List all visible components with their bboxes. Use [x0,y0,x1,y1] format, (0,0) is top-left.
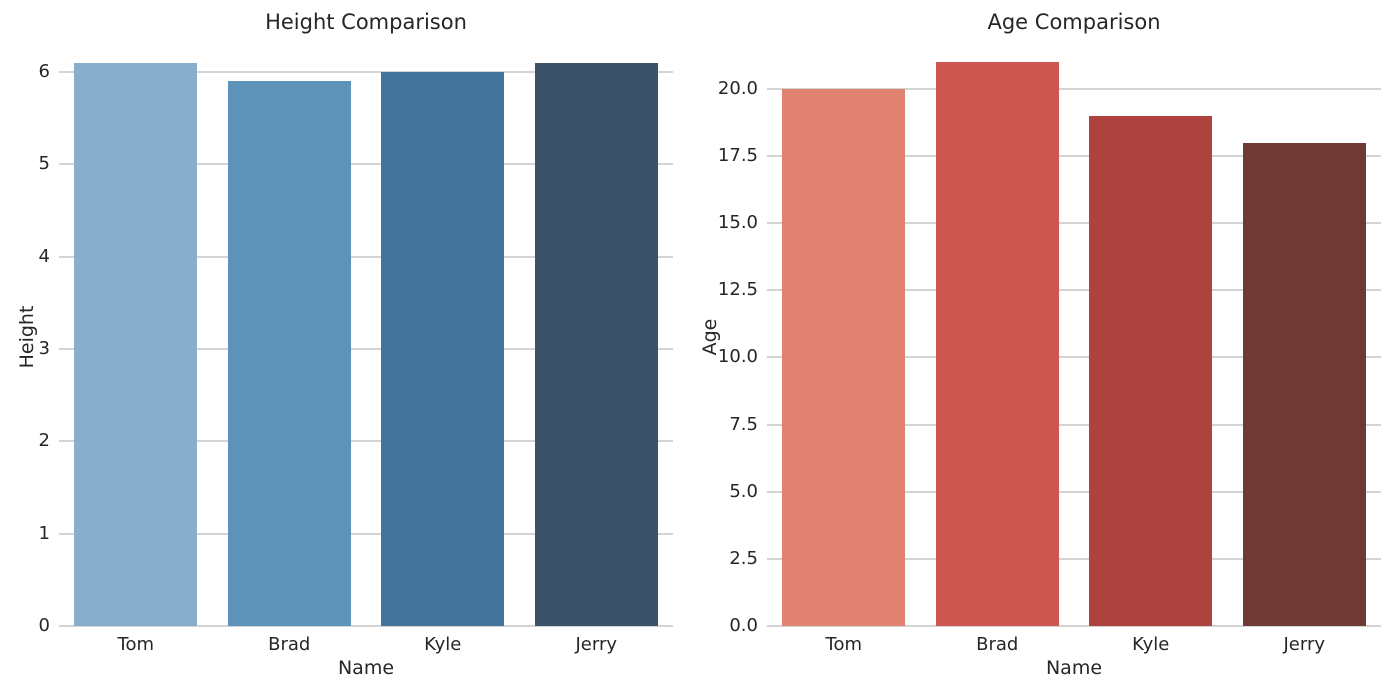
bar-kyle [381,71,505,626]
bar-brad [935,62,1059,626]
y-axis-label: Height [16,305,38,368]
gridline [767,625,1381,627]
gridline [767,423,1381,426]
chart-title: Age Comparison [987,10,1161,34]
bar-tom [782,88,906,626]
bar-tom [74,62,198,626]
gridline [59,163,673,166]
y-tick-label: 2 [38,430,50,452]
bar-jerry [1242,142,1366,626]
y-tick-label: 0.0 [729,615,758,636]
x-axis-label: Name [1045,657,1103,679]
gridline [59,625,673,627]
gridline [767,490,1381,493]
gridline [767,289,1381,292]
gridline [767,87,1381,90]
age-chart: Age Comparison Age Name 0.0 2.5 5.0 7.5 10.0… [699,10,1381,679]
y-tick-label: 7.5 [729,413,758,435]
y-tick-label: 6 [38,60,50,82]
x-tick-label: Tom [825,634,862,655]
y-tick-label: 4 [38,245,50,267]
y-tick-label: 17.5 [717,145,758,167]
gridline [767,155,1381,158]
gridline [59,532,673,535]
gridline [59,255,673,258]
bar-brad [227,81,351,626]
gridline [767,356,1381,359]
y-tick-label: 1 [38,522,50,544]
gridline [59,70,673,73]
y-tick-label: 10.0 [717,346,758,368]
y-tick-label: 15.0 [717,212,758,234]
gridline [767,557,1381,560]
gridline [767,222,1381,225]
x-tick-label: Kyle [424,634,462,655]
x-axis-label: Name [337,657,395,679]
y-tick-label: 3 [38,337,50,359]
x-tick-label: Tom [117,634,154,655]
height-chart: Height Comparison Height Name 0 1 2 3 4 5 6 Tom… [16,10,673,679]
bar-kyle [1089,115,1213,626]
gridline [59,440,673,443]
y-tick-label: 0 [38,615,50,636]
y-tick-label: 5.0 [729,480,758,502]
x-tick-label: Jerry [1283,634,1326,655]
y-tick-label: 5 [38,153,50,175]
y-tick-label: 12.5 [717,279,758,301]
chart-title: Height Comparison [265,10,467,34]
bar-jerry [534,62,658,626]
x-tick-label: Brad [976,634,1019,655]
x-tick-label: Jerry [575,634,618,655]
y-tick-label: 2.5 [729,547,758,569]
gridline [59,347,673,350]
y-tick-label: 20.0 [717,77,758,99]
x-tick-label: Kyle [1132,634,1170,655]
x-tick-label: Brad [268,634,311,655]
